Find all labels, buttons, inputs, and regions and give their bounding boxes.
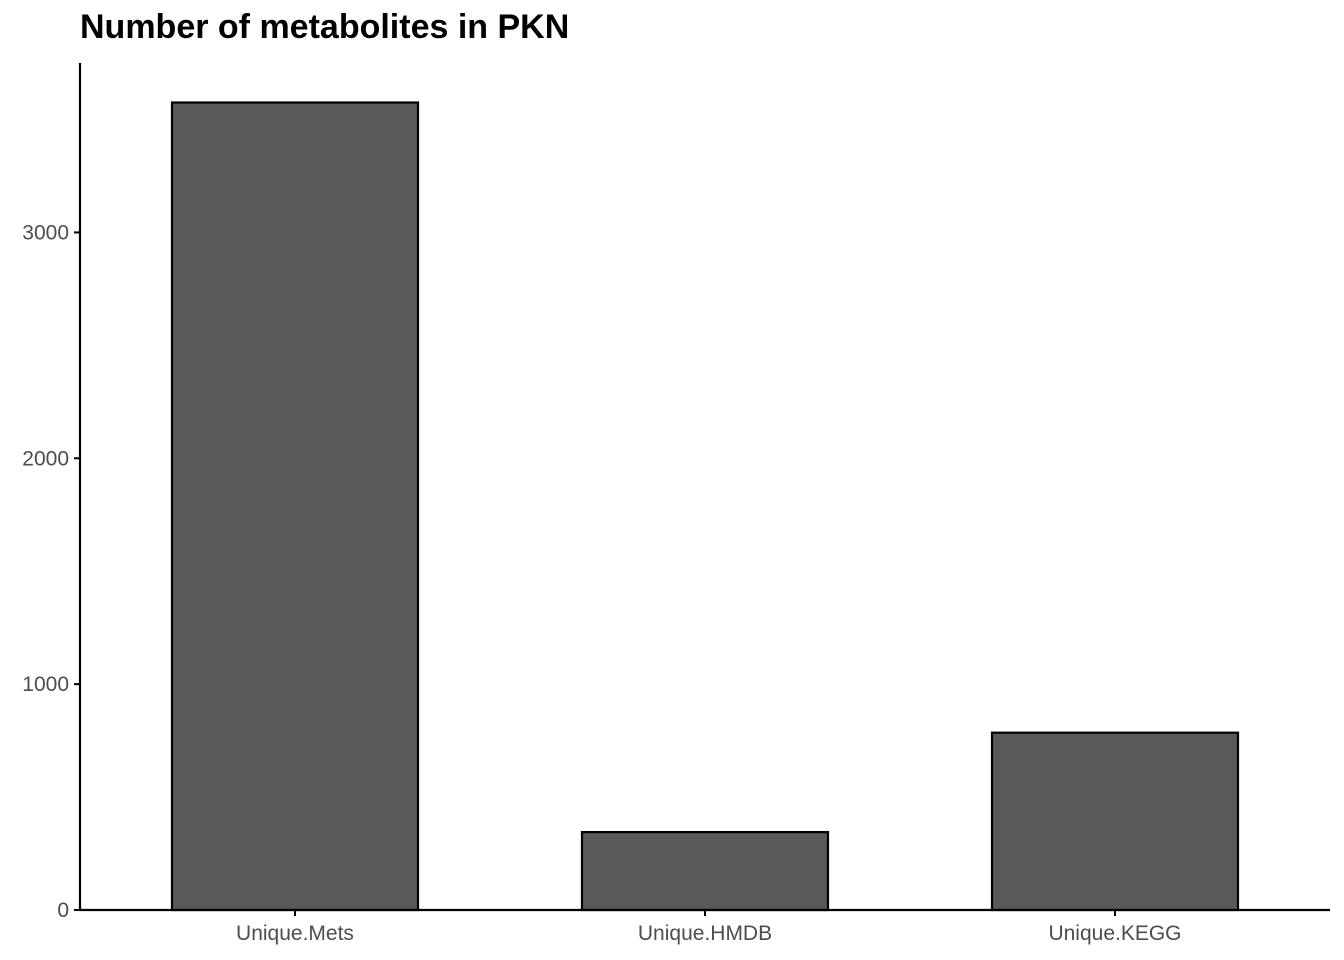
- y-tick-label: 1000: [22, 673, 69, 696]
- bar-unique-mets: [170, 101, 420, 912]
- bars: [170, 101, 1240, 912]
- x-tick-label: Unique.KEGG: [1048, 922, 1181, 945]
- x-tick-label: Unique.Mets: [236, 922, 354, 945]
- x-tick-label: Unique.HMDB: [638, 922, 772, 945]
- bar-unique-kegg: [990, 731, 1240, 912]
- chart-title: Number of metabolites in PKN: [80, 8, 570, 46]
- y-tick-label: 2000: [22, 447, 69, 470]
- y-tick-label: 0: [57, 899, 69, 922]
- ticks: Unique.Mets Unique.HMDB Unique.KEGG 0 1000 20…: [22, 221, 1181, 945]
- bar-unique-hmdb: [580, 830, 830, 912]
- y-tick-label: 3000: [22, 221, 69, 244]
